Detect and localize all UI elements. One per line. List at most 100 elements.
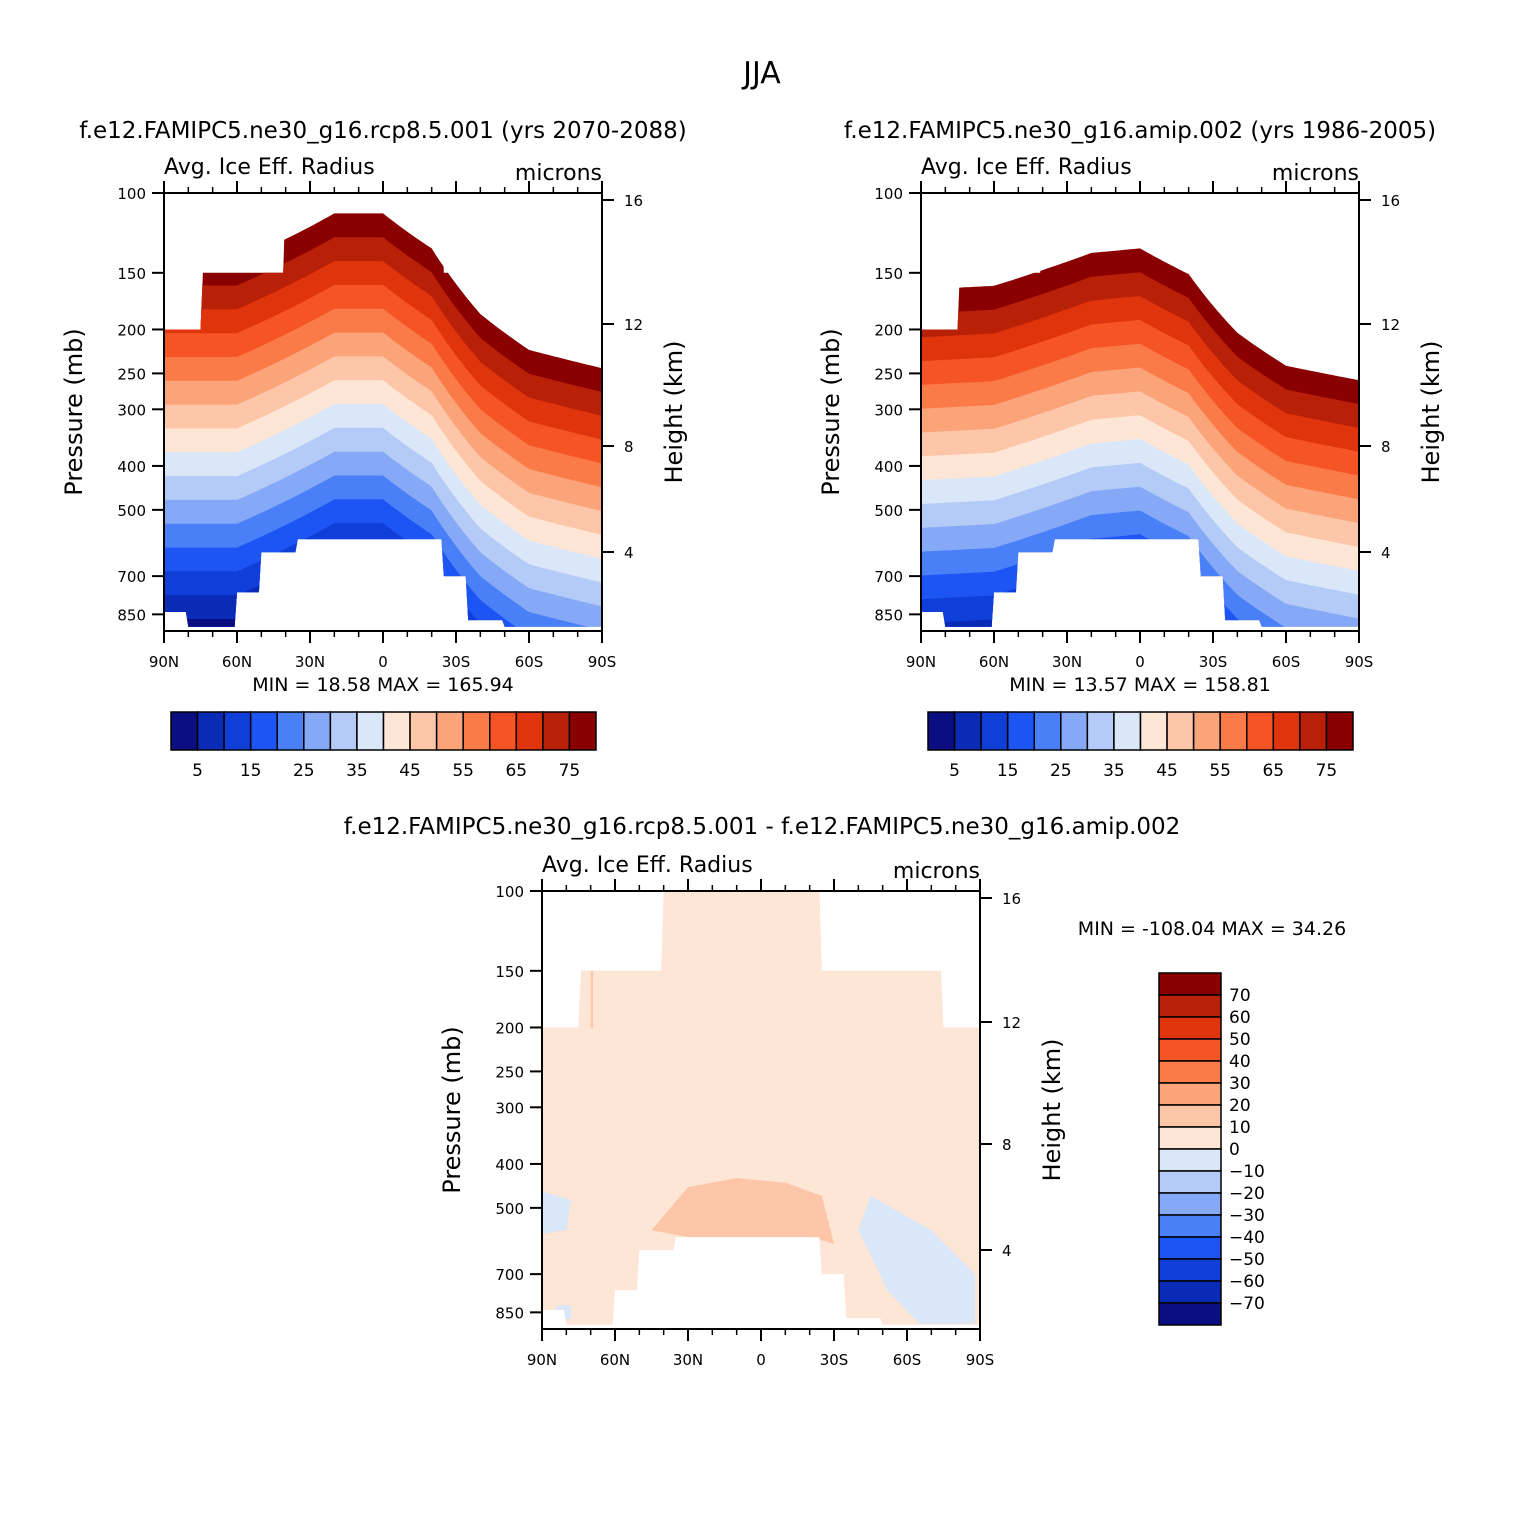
minmax-label: MIN = 13.57 MAX = 158.81 (1009, 674, 1271, 696)
colorbar-swatch (1158, 994, 1222, 1018)
y-tick-label: 500 (117, 502, 146, 520)
colorbar-label: 45 (1156, 761, 1178, 781)
x-tick-label: 60S (515, 653, 544, 671)
y-tick-label: 150 (874, 265, 903, 283)
colorbar-swatch (356, 711, 385, 751)
colorbar-swatch (1139, 711, 1168, 751)
colorbar-swatch (1158, 1148, 1222, 1172)
colorbar-swatch (1158, 1060, 1222, 1084)
contour-field (542, 891, 980, 1325)
colorbar-label: −50 (1229, 1250, 1265, 1270)
y-tick-label: 500 (495, 1200, 524, 1218)
colorbar-label: 50 (1229, 1030, 1251, 1050)
colorbar-swatch (1219, 711, 1248, 751)
colorbar-label: −70 (1229, 1294, 1265, 1314)
colorbar-label: 45 (399, 761, 421, 781)
colorbar-swatch (196, 711, 225, 751)
y-tick-label: 250 (874, 365, 903, 383)
y-tick-label: 300 (117, 401, 146, 419)
colorbar-swatch (1158, 1258, 1222, 1282)
colorbar-swatch (1158, 1280, 1222, 1304)
colorbar-label: 55 (1209, 761, 1231, 781)
y-tick-label: 400 (874, 458, 903, 476)
colorbar-swatch (1086, 711, 1115, 751)
colorbar-label: 0 (1229, 1140, 1240, 1160)
y-tick-label: 200 (495, 1019, 524, 1037)
x-tick-label: 90N (527, 1351, 557, 1369)
minmax-label: MIN = 18.58 MAX = 165.94 (252, 674, 514, 696)
colorbar-label: −40 (1229, 1228, 1265, 1248)
variable-label: Avg. Ice Eff. Radius (921, 155, 1132, 180)
colorbar-label: 25 (293, 761, 315, 781)
colorbar-label: −60 (1229, 1272, 1265, 1292)
colorbar-swatch (1158, 1082, 1222, 1106)
units-label: microns (1272, 161, 1359, 186)
y2-tick-label: 4 (1381, 544, 1391, 562)
x-tick-label: 0 (756, 1351, 766, 1369)
colorbar-swatch (409, 711, 438, 751)
colorbar-label: 15 (240, 761, 262, 781)
y-tick-label: 100 (117, 185, 146, 203)
colorbar-swatch (1158, 1170, 1222, 1194)
y2-tick-label: 8 (1381, 438, 1391, 456)
colorbar-swatch (515, 711, 544, 751)
x-tick-label: 0 (1135, 653, 1145, 671)
y-tick-label: 500 (874, 502, 903, 520)
y2-tick-label: 16 (624, 192, 643, 210)
colorbar-swatch (435, 711, 464, 751)
colorbar-swatch (1006, 711, 1035, 751)
colorbar-label: 10 (1229, 1118, 1251, 1138)
colorbar-swatch (1325, 711, 1354, 751)
colorbar-swatch (1033, 711, 1062, 751)
colorbar-swatch (489, 711, 518, 751)
colorbar-swatch (1158, 1126, 1222, 1150)
x-tick-label: 90N (906, 653, 936, 671)
y-tick-label: 200 (874, 321, 903, 339)
colorbar-label: 65 (1262, 761, 1284, 781)
y2-tick-label: 8 (1002, 1136, 1012, 1154)
colorbar-label: 35 (346, 761, 368, 781)
y-tick-label: 400 (495, 1156, 524, 1174)
colorbar-swatch (980, 711, 1009, 751)
y2-axis-label: Height (km) (1417, 341, 1445, 484)
colorbar-label: 55 (452, 761, 474, 781)
colorbar-swatch (1272, 711, 1301, 751)
y2-tick-label: 8 (624, 438, 634, 456)
y-tick-label: 700 (874, 568, 903, 586)
colorbar-label: 20 (1229, 1096, 1251, 1116)
colorbar-label: 70 (1229, 986, 1251, 1006)
y-tick-label: 700 (495, 1266, 524, 1284)
colorbar-swatch (1158, 1016, 1222, 1040)
colorbar-swatch (1299, 711, 1328, 751)
colorbar-label: 35 (1103, 761, 1125, 781)
y-axis-label: Pressure (mb) (60, 328, 88, 495)
y-tick-label: 250 (117, 365, 146, 383)
variable-label: Avg. Ice Eff. Radius (164, 155, 375, 180)
contour-field (921, 248, 1359, 627)
colorbar-swatch (1158, 1038, 1222, 1062)
colorbar-label: −20 (1229, 1184, 1265, 1204)
colorbar-label: −10 (1229, 1162, 1265, 1182)
colorbar-swatch (1060, 711, 1089, 751)
y-tick-label: 850 (495, 1304, 524, 1322)
colorbar-swatch (542, 711, 571, 751)
figure-title: JJA (741, 56, 781, 91)
panel2-title: f.e12.FAMIPC5.ne30_g16.amip.002 (yrs 198… (844, 118, 1436, 144)
colorbar-swatch (462, 711, 491, 751)
y2-tick-label: 16 (1002, 890, 1021, 908)
contour-band-pos-midtrop (651, 1178, 834, 1244)
y-tick-label: 300 (874, 401, 903, 419)
contour-band-neg-southern (858, 1195, 976, 1324)
colorbar-swatch (249, 711, 278, 751)
x-tick-label: 60N (222, 653, 252, 671)
x-tick-label: 30N (1052, 653, 1082, 671)
colorbar-amip: 5 15 25 35 45 55 65 75 MIN = 13.57 MAX = 158.81 (927, 674, 1354, 781)
colorbar-rcp85: 5 15 25 35 45 55 65 75 MIN = 18.58 MAX = 165.94 (170, 674, 597, 781)
colorbar-swatch (1158, 1236, 1222, 1260)
colorbar-swatch (927, 711, 956, 751)
y-tick-label: 300 (495, 1099, 524, 1117)
colorbar-swatch (382, 711, 411, 751)
panel-rcp85: 90N 60N 30N 0 30S 60S 90S 100 150 200 250 300 400 500… (60, 155, 688, 671)
colorbar-swatch (329, 711, 358, 751)
